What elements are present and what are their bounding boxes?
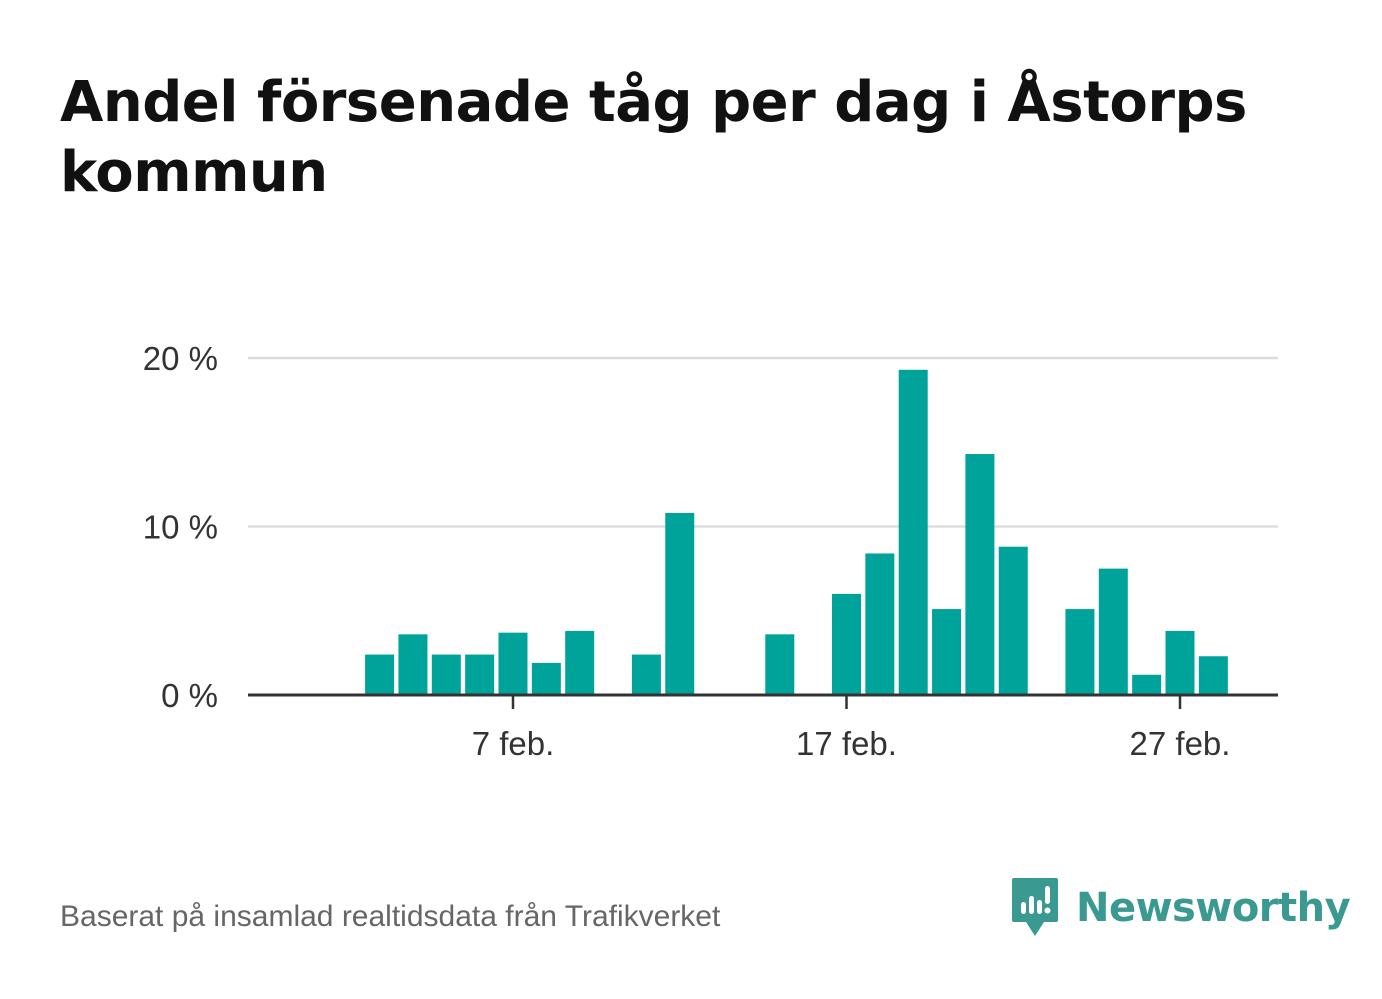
bar: [998, 546, 1028, 695]
bar: [531, 662, 561, 695]
newsworthy-logo-icon: [1012, 878, 1058, 936]
bar: [932, 609, 962, 695]
bar: [398, 634, 428, 695]
y-tick-label: 20 %: [143, 340, 218, 377]
bar: [832, 593, 861, 695]
brand-name: Newsworthy: [1076, 885, 1351, 931]
bar: [865, 553, 895, 695]
x-tick-label: 27 feb.: [1130, 725, 1231, 762]
bar: [1065, 609, 1095, 695]
tick-labels: 0 % 10 % 20 % 7 feb. 17 feb. 27 feb.: [143, 340, 1231, 762]
y-tick-label: 0 %: [161, 677, 218, 714]
bar: [565, 630, 595, 695]
x-tick-label: 7 feb.: [472, 725, 555, 762]
y-tick-label: 10 %: [143, 509, 218, 546]
bar: [765, 634, 795, 695]
bar: [898, 369, 928, 695]
bar: [1165, 630, 1195, 695]
gridlines: [248, 356, 1278, 528]
bar: [365, 654, 395, 695]
x-tick-label: 17 feb.: [796, 725, 897, 762]
bar: [465, 654, 495, 695]
bar: [665, 513, 695, 695]
bars: [365, 369, 1228, 695]
bar: [1198, 656, 1228, 695]
bar: [431, 654, 461, 695]
source-note: Baserat på insamlad realtidsdata från Tr…: [60, 900, 721, 933]
brand-logo[interactable]: Newsworthy: [1010, 876, 1351, 940]
bar: [631, 654, 661, 695]
bar: [965, 454, 995, 695]
chart-title: Andel försenade tåg per dag i Åstorps ko…: [60, 70, 1247, 205]
axes: [248, 693, 1278, 709]
bar: [1098, 568, 1128, 695]
bar: [498, 632, 528, 695]
bar: [1132, 674, 1162, 695]
